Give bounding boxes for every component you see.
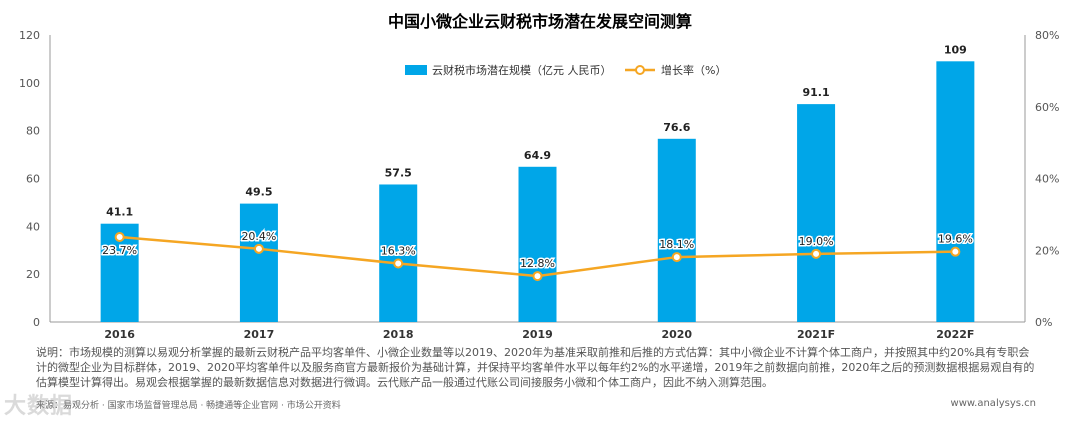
bar-value-label: 57.5 <box>385 166 412 179</box>
bar-value-label: 64.9 <box>524 149 551 162</box>
growth-point <box>671 252 682 263</box>
y-right-tick-label: 40% <box>1035 173 1059 186</box>
bar-value-label: 41.1 <box>106 206 133 219</box>
growth-point <box>114 231 125 242</box>
y-left-tick-label: 100 <box>19 77 40 90</box>
bar <box>518 166 557 322</box>
bar <box>379 184 418 322</box>
y-right-tick-label: 20% <box>1035 244 1059 257</box>
bar <box>797 104 836 322</box>
growth-value-label: 19.6% <box>938 233 973 246</box>
legend-bar-label: 云财税市场潜在规模（亿元 人民币） <box>432 63 612 77</box>
y-left-tick-label: 20 <box>26 268 40 281</box>
bar-value-label: 49.5 <box>245 186 272 199</box>
x-tick-label: 2017 <box>244 328 275 341</box>
y-right-tick-label: 0% <box>1035 316 1052 329</box>
bar-value-label: 91.1 <box>803 86 830 99</box>
source-text: 来源：易观分析 · 国家市场监督管理总局 · 畅捷通等企业官网 · 市场公开资料 <box>36 401 341 411</box>
footnote: 说明：市场规模的测算以易观分析掌握的最新云财税产品平均客单件、小微企业数量等以2… <box>36 346 1035 389</box>
legend-bar-swatch <box>405 65 427 75</box>
chart: 中国小微企业云财税市场潜在发展空间测算 0 20 40 60 80 100 120 0% 20%… <box>19 12 1059 341</box>
growth-value-label: 20.4% <box>241 230 276 243</box>
x-tick-label: 2018 <box>383 328 414 341</box>
growth-value-label: 23.7% <box>102 244 137 257</box>
growth-point <box>950 246 961 257</box>
watermark: 大数据 <box>4 394 74 419</box>
growth-point <box>811 248 822 259</box>
x-tick-label: 2022F <box>936 328 974 341</box>
bar <box>239 203 278 322</box>
growth-point <box>393 258 404 269</box>
growth-value-label: 16.3% <box>381 245 416 258</box>
y-left-tick-label: 60 <box>26 173 40 186</box>
y-left-tick-label: 40 <box>26 220 40 233</box>
y-left-tick-label: 120 <box>19 29 40 42</box>
growth-point <box>532 271 543 282</box>
y-left-tick-label: 0 <box>33 316 40 329</box>
bar-value-label: 109 <box>944 43 967 56</box>
bar-value-label: 76.6 <box>663 121 690 134</box>
x-tick-label: 2019 <box>522 328 553 341</box>
growth-value-label: 18.1% <box>659 238 694 251</box>
growth-point <box>253 243 264 254</box>
growth-value-label: 12.8% <box>520 257 555 270</box>
x-tick-label: 2016 <box>104 328 135 341</box>
growth-value-label: 19.0% <box>799 235 834 248</box>
legend-line-label: 增长率（%） <box>661 63 726 77</box>
y-left-tick-label: 80 <box>26 125 40 138</box>
legend-line-marker <box>635 65 645 75</box>
y-right-tick-label: 60% <box>1035 101 1059 114</box>
site-url: www.analysys.cn <box>950 398 1036 409</box>
bar <box>936 61 975 322</box>
x-tick-label: 2020 <box>661 328 692 341</box>
bar <box>657 138 696 322</box>
chart-title: 中国小微企业云财税市场潜在发展空间测算 <box>388 12 692 31</box>
y-right-tick-label: 80% <box>1035 29 1059 42</box>
x-tick-label: 2021F <box>797 328 835 341</box>
